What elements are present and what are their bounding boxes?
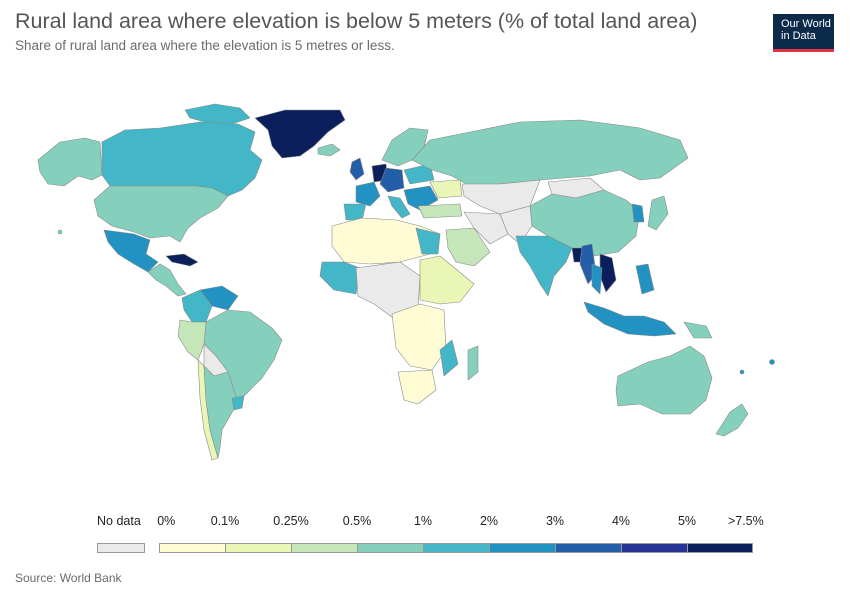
legend-tick-label-0: 0%: [157, 514, 176, 528]
chart-subtitle: Share of rural land area where the eleva…: [15, 38, 395, 53]
legend-no-data-label: No data: [97, 514, 141, 528]
country-india[interactable]: [515, 235, 573, 297]
country-argentina[interactable]: [203, 365, 239, 459]
canada-arctic-islands[interactable]: [184, 103, 251, 125]
country-peru[interactable]: [177, 319, 207, 361]
country-philippines[interactable]: [635, 263, 655, 295]
country-australia[interactable]: [615, 345, 713, 415]
legend-tick-label-6: 3%: [545, 514, 565, 528]
country-thailand[interactable]: [591, 263, 603, 295]
country-west-africa[interactable]: [319, 261, 361, 295]
legend-tick-label-3: 0.5%: [342, 514, 372, 528]
legend-swatch-0[interactable]: [159, 543, 225, 553]
country-greenland[interactable]: [254, 109, 346, 159]
country-south-africa[interactable]: [397, 369, 437, 405]
country-uk[interactable]: [349, 157, 365, 181]
source-note: Source: World Bank: [15, 571, 122, 585]
legend-swatch-6[interactable]: [555, 543, 621, 553]
legend-swatch-4[interactable]: [423, 543, 489, 553]
central-america[interactable]: [147, 263, 187, 297]
country-france[interactable]: [355, 181, 381, 207]
legend-swatch-7[interactable]: [621, 543, 687, 553]
country-balkans[interactable]: [403, 185, 439, 211]
country-madagascar[interactable]: [467, 345, 479, 381]
country-egypt[interactable]: [415, 227, 441, 255]
country-vietnam[interactable]: [599, 253, 617, 293]
legend-tick-label-9: >7.5%: [727, 514, 764, 528]
country-southern-central-africa[interactable]: [391, 303, 447, 371]
country-png[interactable]: [683, 321, 713, 339]
legend-tick-label-1: 0.1%: [210, 514, 240, 528]
country-poland-baltics[interactable]: [403, 163, 435, 185]
legend-tick-label-8: 5%: [677, 514, 697, 528]
owid-logo[interactable]: Our World in Data: [773, 14, 834, 52]
logo-line-2: in Data: [781, 30, 816, 42]
country-new-zealand[interactable]: [715, 403, 749, 437]
country-germany[interactable]: [379, 167, 405, 193]
country-mozambique[interactable]: [439, 339, 459, 377]
country-iran[interactable]: [463, 211, 509, 245]
country-afghanistan-pakistan[interactable]: [499, 205, 533, 245]
island-hawaii[interactable]: [57, 229, 63, 235]
island-pacific[interactable]: [769, 359, 775, 365]
chart-title: Rural land area where elevation is below…: [15, 9, 698, 33]
world-map: [37, 103, 775, 461]
legend-no-data-swatch: [97, 543, 145, 553]
country-usa[interactable]: [93, 185, 229, 243]
legend-swatch-2[interactable]: [291, 543, 357, 553]
country-scandinavia[interactable]: [381, 127, 429, 167]
country-ukraine[interactable]: [429, 179, 463, 199]
legend-swatch-3[interactable]: [357, 543, 423, 553]
country-east-africa[interactable]: [419, 255, 475, 305]
country-uruguay[interactable]: [231, 395, 245, 411]
country-mexico[interactable]: [103, 229, 159, 273]
country-spain[interactable]: [343, 203, 367, 221]
country-indonesia[interactable]: [583, 301, 677, 337]
legend-tick-labels: 0% 0.1% 0.25% 0.5% 1% 2% 3% 4% 5% >7.5%: [0, 514, 850, 532]
country-japan[interactable]: [647, 195, 669, 231]
country-cuba[interactable]: [165, 253, 199, 267]
country-korea[interactable]: [631, 203, 645, 223]
legend-tick-label-5: 2%: [479, 514, 499, 528]
legend-tick-label-4: 1%: [413, 514, 433, 528]
island-pacific-2[interactable]: [739, 369, 745, 375]
country-turkey[interactable]: [417, 203, 463, 219]
legend-swatch-1[interactable]: [225, 543, 291, 553]
legend-swatch-8[interactable]: [687, 543, 753, 553]
legend-swatch-5[interactable]: [489, 543, 555, 553]
country-iceland[interactable]: [317, 143, 341, 157]
country-canada[interactable]: [101, 121, 263, 197]
legend-tick-label-2: 0.25%: [273, 514, 309, 528]
country-russia[interactable]: [411, 119, 689, 187]
legend-tick-label-7: 4%: [611, 514, 631, 528]
country-alaska[interactable]: [37, 137, 103, 187]
country-italy[interactable]: [387, 195, 411, 219]
logo-line-1: Our World: [781, 18, 831, 30]
